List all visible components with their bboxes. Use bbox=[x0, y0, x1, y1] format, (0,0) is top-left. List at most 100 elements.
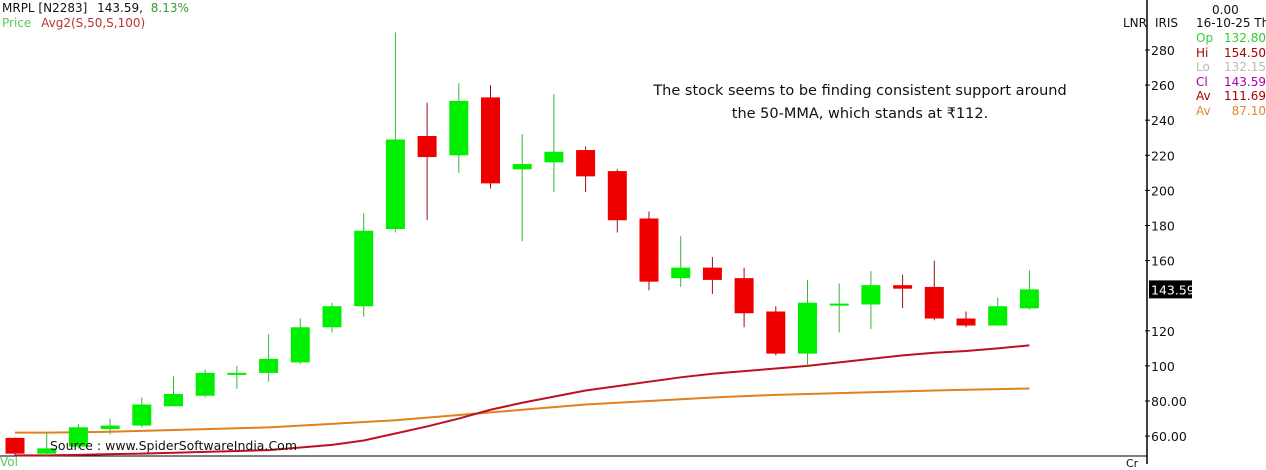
candle bbox=[861, 271, 881, 330]
ohlc-label-av: Av bbox=[1196, 89, 1211, 103]
candle bbox=[417, 102, 437, 221]
candle bbox=[385, 32, 405, 233]
avg-legend: Avg2(S,50,S,100) bbox=[41, 16, 146, 30]
candle bbox=[702, 257, 722, 294]
ohlc-value-hi: 154.50 bbox=[1224, 45, 1266, 60]
candle-body bbox=[924, 286, 944, 319]
ohlc-label-av: Av bbox=[1196, 103, 1211, 118]
candle-body bbox=[322, 306, 342, 328]
candle bbox=[227, 365, 247, 389]
candle-body bbox=[68, 427, 88, 447]
candle bbox=[195, 369, 215, 398]
candle-body bbox=[512, 164, 532, 170]
candle bbox=[164, 376, 183, 407]
candle-body bbox=[290, 327, 310, 363]
candle bbox=[259, 334, 279, 382]
ma100-line bbox=[15, 387, 1030, 434]
candle-body bbox=[639, 218, 659, 282]
candle bbox=[924, 260, 944, 321]
ohlc-value-av: 87.10 bbox=[1231, 103, 1266, 118]
lnr-label: LNR bbox=[1123, 16, 1147, 30]
candle bbox=[766, 306, 786, 356]
y-tick-label: 280 bbox=[1151, 43, 1175, 58]
source-label: Source : www.SpiderSoftwareIndia.Com bbox=[50, 438, 297, 453]
top-value: 0.00 bbox=[1212, 3, 1239, 17]
candle bbox=[37, 432, 57, 456]
candle bbox=[544, 93, 564, 193]
y-tick-label: 100 bbox=[1151, 359, 1175, 374]
candle-body bbox=[417, 135, 437, 158]
y-tick-label: 200 bbox=[1151, 183, 1175, 198]
candle bbox=[512, 134, 532, 242]
date-label: 16-10-25 Th bbox=[1196, 16, 1266, 30]
candle bbox=[829, 283, 849, 333]
ohlc-value-op: 132.80 bbox=[1224, 31, 1266, 45]
candle bbox=[481, 85, 500, 189]
candle bbox=[893, 274, 913, 308]
indicator-legend: Price Avg2(S,50,S,100) bbox=[2, 16, 145, 30]
y-tick-label: 160 bbox=[1151, 254, 1175, 269]
candle-body bbox=[893, 285, 913, 289]
candle-body bbox=[861, 285, 881, 305]
price-legend: Price bbox=[2, 16, 32, 30]
candle bbox=[988, 297, 1008, 326]
candle-body bbox=[766, 311, 786, 354]
chart-header: MRPL [N2283] 143.59, 8.13% bbox=[2, 1, 189, 15]
ohlc-value-av: 111.69 bbox=[1224, 89, 1266, 103]
candle-body bbox=[100, 425, 120, 430]
candle-body bbox=[607, 171, 627, 221]
ohlc-value-lo: 132.15 bbox=[1224, 60, 1266, 74]
ohlc-label-op: Op bbox=[1196, 31, 1214, 45]
candle-body bbox=[449, 100, 469, 156]
candle-body bbox=[798, 302, 817, 354]
candle bbox=[132, 397, 152, 428]
y-tick-label: 80.00 bbox=[1151, 394, 1187, 409]
candle bbox=[671, 236, 691, 287]
candle-body bbox=[37, 448, 57, 454]
ohlc-label-cl: Cl bbox=[1196, 74, 1208, 89]
symbol-label: MRPL [N2283] bbox=[2, 1, 88, 15]
change-percent: 8.13% bbox=[150, 1, 189, 15]
annotation-line-2: the 50-MMA, which stands at ₹112. bbox=[731, 106, 989, 122]
y-tick-label: 260 bbox=[1151, 78, 1175, 93]
ohlc-label-lo: Lo bbox=[1196, 60, 1210, 74]
candle-body bbox=[132, 404, 152, 426]
candle bbox=[100, 418, 120, 435]
candle bbox=[956, 311, 976, 328]
annotation: The stock seems to be finding consistent… bbox=[640, 80, 1080, 126]
candle-body bbox=[1019, 289, 1039, 309]
candle-body bbox=[988, 306, 1008, 326]
candle-body bbox=[829, 303, 849, 306]
ohlc-value-cl: 143.59 bbox=[1224, 74, 1266, 89]
ma50-line bbox=[15, 344, 1030, 457]
candle-body bbox=[671, 267, 691, 279]
ohlc-label-hi: Hi bbox=[1196, 45, 1209, 60]
candle bbox=[449, 83, 469, 173]
vol-label: Vol bbox=[0, 455, 18, 469]
candle-body bbox=[702, 267, 722, 280]
candle bbox=[798, 279, 817, 366]
y-tick-label: 120 bbox=[1151, 324, 1175, 339]
y-tick-label: 180 bbox=[1151, 219, 1175, 234]
y-tick-label: 60.00 bbox=[1151, 429, 1187, 444]
candle-body bbox=[544, 151, 564, 163]
candle-body bbox=[259, 358, 279, 373]
candle-body bbox=[385, 139, 405, 230]
candle bbox=[1019, 270, 1039, 310]
y-tick-label: 220 bbox=[1151, 148, 1175, 163]
y-tick-label: 240 bbox=[1151, 113, 1175, 128]
candle bbox=[5, 437, 25, 456]
candle bbox=[290, 318, 310, 365]
last-price-marker bbox=[1149, 280, 1192, 299]
candle-body bbox=[734, 278, 754, 314]
annotation-line-1: The stock seems to be finding consistent… bbox=[653, 83, 1067, 99]
candle-body bbox=[481, 97, 500, 184]
candle bbox=[354, 213, 374, 317]
iris-label: IRIS bbox=[1155, 16, 1179, 30]
last-price: 143.59, bbox=[97, 1, 143, 15]
candle-body bbox=[227, 372, 247, 375]
candle-body bbox=[164, 393, 183, 407]
candle bbox=[734, 267, 754, 328]
candle-body bbox=[195, 372, 215, 396]
